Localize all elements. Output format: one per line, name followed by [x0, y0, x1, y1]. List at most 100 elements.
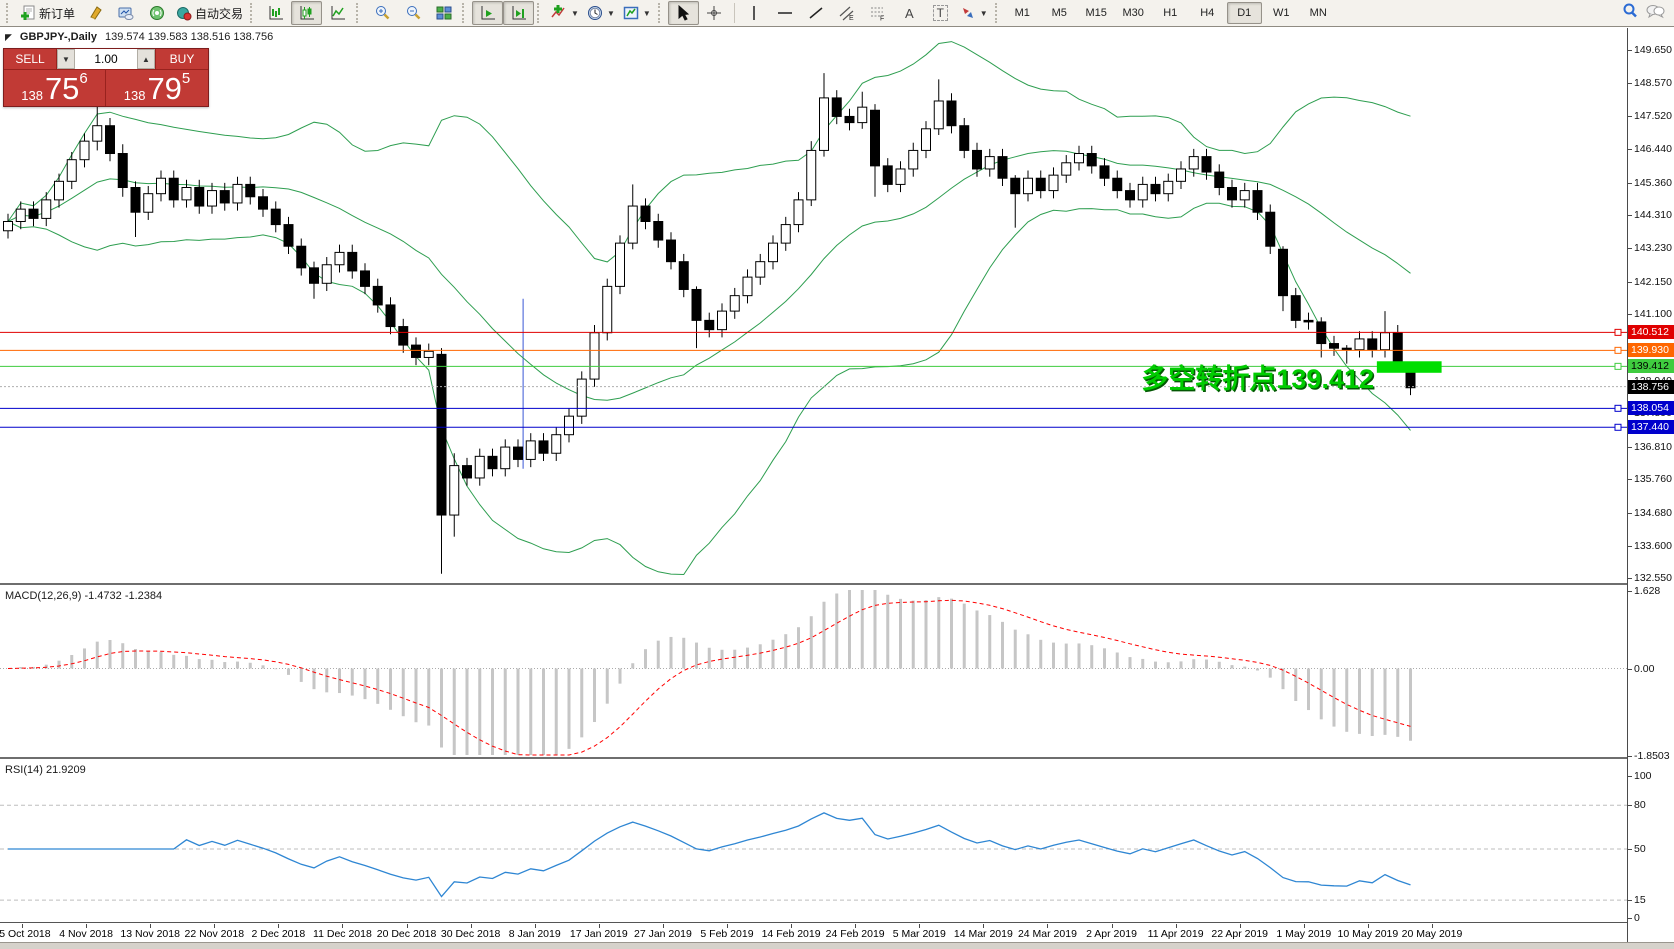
text-label-tool-button[interactable]: T	[925, 1, 956, 25]
cursor-tool-button[interactable]	[667, 1, 699, 25]
hline-price-label: 139.412	[1628, 359, 1674, 374]
date-label: 2 Apr 2019	[1086, 928, 1137, 940]
bar-chart-button[interactable]	[260, 1, 291, 25]
horizontal-line-tool-button[interactable]	[770, 1, 801, 25]
macd-scale-label: 1.628	[1627, 585, 1661, 598]
bar-chart-icon	[268, 5, 284, 21]
data-window-button[interactable]	[110, 1, 141, 25]
price-tick-label: 146.440	[1628, 143, 1672, 156]
date-label: 24 Mar 2019	[1017, 928, 1077, 940]
date-label: 20 Dec 2018	[376, 928, 437, 940]
date-label: 2 Dec 2018	[251, 928, 306, 940]
volume-value[interactable]: 1.00	[75, 49, 137, 69]
turning-point-annotation[interactable]: 多空转折点139.412	[1141, 364, 1374, 394]
arrow-shapes-icon	[960, 5, 976, 21]
timeframe-toolbar: M1 M5 M15 M30 H1 H4 D1 W1 MN	[1005, 2, 1336, 24]
sell-button[interactable]: SELL	[4, 49, 56, 69]
brush-icon	[87, 5, 103, 21]
rsi-scale-label: 100	[1628, 770, 1652, 782]
date-tick	[855, 924, 857, 928]
new-order-button[interactable]: 新订单	[16, 1, 79, 25]
trendline-tool-button[interactable]	[801, 1, 832, 25]
date-tick	[1175, 924, 1177, 928]
date-axis[interactable]: 25 Oct 2018 4 Nov 2018 13 Nov 2018 22 Nov 2…	[0, 924, 1627, 942]
timeframe-h4[interactable]: H4	[1200, 7, 1215, 19]
periods-button[interactable]: ▼	[583, 1, 619, 25]
chart-shift-button[interactable]	[503, 1, 535, 25]
arrows-tool-button[interactable]: ▼	[956, 1, 992, 25]
auto-scroll-button[interactable]	[472, 1, 504, 25]
date-tick	[1303, 924, 1305, 928]
date-label: 27 Jan 2019	[633, 928, 692, 940]
crosshair-tool-button[interactable]	[699, 1, 730, 25]
new-order-label: 新订单	[39, 6, 76, 21]
date-tick	[150, 924, 152, 928]
zoom-in-button[interactable]	[366, 1, 397, 25]
search-icon[interactable]	[1621, 2, 1639, 25]
rsi-scale-label: 80	[1628, 799, 1646, 812]
price-chart-canvas[interactable]	[0, 28, 1627, 583]
timeframe-d1[interactable]: D1	[1226, 2, 1262, 24]
date-label: 25 Oct 2018	[0, 928, 51, 940]
one-click-trading-panel: SELL ▼ 1.00 ▲ BUY 138 75 6 138 79 5	[3, 48, 209, 107]
dropdown-arrow-icon: ▼	[606, 8, 615, 18]
date-label: 5 Mar 2019	[892, 928, 946, 940]
vertical-line-tool-button[interactable]	[739, 1, 770, 25]
toolbar-grip	[994, 3, 1002, 23]
timeframe-m5[interactable]: M5	[1051, 7, 1067, 19]
channel-tool-button[interactable]: E	[832, 1, 863, 25]
sell-price[interactable]: 138 75 6	[4, 70, 106, 106]
candlestick-chart-button[interactable]	[291, 1, 323, 25]
equidistant-channel-icon: E	[839, 5, 855, 21]
chat-icon[interactable]	[1645, 3, 1665, 24]
rsi-canvas[interactable]	[0, 761, 1627, 922]
date-tick	[278, 924, 280, 928]
toolbar-grip	[537, 3, 544, 23]
macd-canvas[interactable]	[0, 587, 1627, 757]
cursor-icon	[675, 5, 691, 21]
sell-price-figure: 138	[21, 88, 43, 103]
toolbar-grip	[462, 3, 469, 23]
timeframe-m15[interactable]: M15	[1085, 7, 1107, 19]
crosshair-icon	[706, 5, 722, 21]
price-tick-label: 132.550	[1628, 572, 1672, 585]
volume-increase-button[interactable]: ▲	[137, 49, 155, 69]
timeframe-mn[interactable]: MN	[1309, 7, 1327, 19]
date-tick	[791, 924, 793, 928]
buy-price[interactable]: 138 79 5	[106, 70, 208, 106]
fibonacci-tool-button[interactable]: F	[863, 1, 894, 25]
template-icon	[623, 5, 639, 21]
timeframe-m1[interactable]: M1	[1014, 7, 1030, 19]
date-label: 4 Nov 2018	[59, 928, 113, 940]
horizontal-line-icon	[777, 5, 793, 21]
signal-icon	[149, 5, 165, 21]
templates-button[interactable]: ▼	[619, 1, 655, 25]
tile-windows-button[interactable]	[428, 1, 459, 25]
line-chart-button[interactable]	[322, 1, 353, 25]
zoom-out-button[interactable]	[397, 1, 428, 25]
price-tick-label: 144.310	[1628, 209, 1672, 221]
timeframe-m30[interactable]: M30	[1122, 7, 1144, 19]
price-axis[interactable]: 149.650 148.570 147.520 146.440 145.360 144.3…	[1627, 28, 1674, 942]
indicators-button[interactable]: ▼	[547, 1, 583, 25]
styler-button[interactable]	[79, 1, 110, 25]
toolbar-separator	[733, 3, 735, 23]
timeframe-h1[interactable]: H1	[1163, 7, 1178, 19]
new-order-icon	[20, 5, 36, 21]
price-chart-pane[interactable]	[0, 28, 1627, 585]
date-label: 14 Mar 2019	[953, 928, 1013, 940]
panel-collapse-arrow-icon[interactable]: ◤	[5, 31, 12, 42]
date-label: 24 Feb 2019	[825, 928, 885, 940]
dropdown-arrow-icon: ▼	[642, 8, 651, 18]
volume-decrease-button[interactable]: ▼	[57, 49, 75, 69]
macd-pane[interactable]: MACD(12,26,9) -1.4732 -1.2384	[0, 587, 1627, 759]
rsi-pane[interactable]: RSI(14) 21.9209	[0, 761, 1627, 923]
fibonacci-icon: F	[870, 5, 886, 21]
signals-button[interactable]	[141, 1, 172, 25]
text-tool-button[interactable]: A	[894, 1, 925, 25]
date-tick	[1367, 924, 1369, 928]
date-tick	[1047, 924, 1049, 928]
buy-button[interactable]: BUY	[156, 49, 208, 69]
auto-trading-button[interactable]: 自动交易	[172, 1, 247, 25]
timeframe-w1[interactable]: W1	[1272, 7, 1290, 19]
